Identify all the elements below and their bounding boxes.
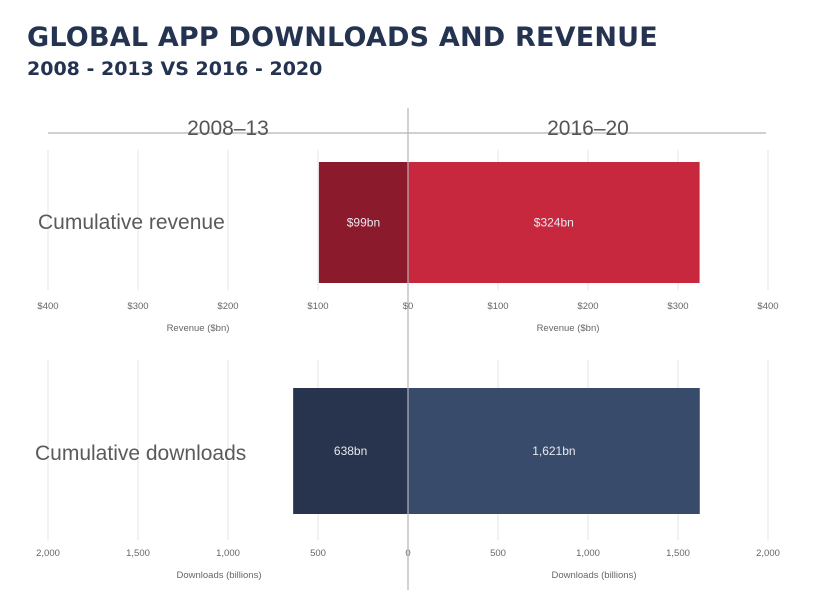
period-label-right: 2016–20 — [547, 117, 629, 140]
tick-label-revenue-right: $400 — [757, 301, 778, 312]
chart-subtitle: 2008 - 2013 VS 2016 - 2020 — [27, 58, 323, 80]
tick-label-downloads-right: 1,500 — [666, 548, 690, 559]
x-axis-label-revenue-right: Revenue ($bn) — [537, 323, 600, 334]
row-label-revenue: Cumulative revenue — [38, 211, 225, 234]
tick-label-downloads-right: 2,000 — [756, 548, 780, 559]
x-axis-label-revenue-left: Revenue ($bn) — [167, 323, 230, 334]
tick-label-revenue-left: $100 — [307, 301, 328, 312]
tick-label-downloads-right: 500 — [490, 548, 506, 559]
tick-label-downloads-left: 500 — [310, 548, 326, 559]
tick-label-downloads-left: 1,000 — [216, 548, 240, 559]
bar-label-revenue-left: $99bn — [347, 216, 380, 230]
tick-label-revenue-right: $100 — [487, 301, 508, 312]
tick-label-revenue-left: $300 — [127, 301, 148, 312]
bar-revenue-left — [318, 162, 408, 283]
period-label-left: 2008–13 — [187, 117, 269, 140]
tick-label-revenue-right: $200 — [577, 301, 598, 312]
bar-label-downloads-left: 638bn — [334, 444, 367, 458]
tick-label-revenue-right: $300 — [667, 301, 688, 312]
bar-downloads-right — [408, 388, 700, 514]
tick-label-downloads-left: 2,000 — [36, 548, 60, 559]
chart-title: GLOBAL APP DOWNLOADS AND REVENUE — [27, 22, 658, 53]
bar-revenue-right — [408, 162, 700, 283]
x-axis-label-downloads-left: Downloads (billions) — [176, 570, 261, 581]
bars-layer: $99bn $324bn 638bn 1,621bn — [293, 162, 700, 514]
bar-downloads-left — [293, 388, 408, 514]
bar-label-revenue-right: $324bn — [534, 216, 574, 230]
row-label-downloads: Cumulative downloads — [35, 442, 246, 465]
tick-label-downloads-left: 1,500 — [126, 548, 150, 559]
bar-label-downloads-right: 1,621bn — [532, 444, 575, 458]
tick-label-downloads-right: 1,000 — [576, 548, 600, 559]
tick-label-revenue-left: $200 — [217, 301, 238, 312]
tick-label-revenue-left: $400 — [37, 301, 58, 312]
x-axis-label-downloads-right: Downloads (billions) — [551, 570, 636, 581]
